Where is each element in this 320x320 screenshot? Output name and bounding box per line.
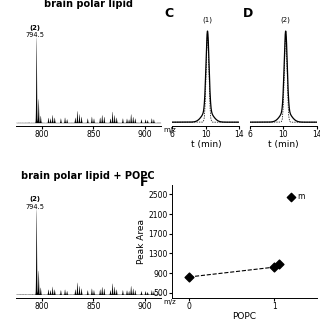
X-axis label: POPC: POPC: [233, 312, 257, 320]
Title: brain polar lipid + POPC: brain polar lipid + POPC: [21, 171, 155, 181]
Text: (2): (2): [30, 196, 41, 202]
Text: D: D: [243, 7, 253, 20]
Text: 794.5: 794.5: [26, 204, 44, 210]
Text: m: m: [297, 192, 305, 201]
X-axis label: t (min): t (min): [268, 140, 299, 149]
Text: F: F: [140, 176, 149, 188]
Point: [289, 194, 294, 199]
Text: m/z: m/z: [164, 299, 176, 305]
Point: [276, 262, 281, 267]
X-axis label: t (min): t (min): [190, 140, 221, 149]
Point: [272, 265, 277, 270]
Text: C: C: [164, 7, 173, 20]
Title: brain polar lipid: brain polar lipid: [44, 0, 133, 9]
Text: m/z: m/z: [164, 127, 176, 133]
Y-axis label: Peak Area: Peak Area: [137, 219, 146, 264]
Point: [187, 275, 192, 280]
Text: (1): (1): [203, 17, 212, 23]
Text: (2): (2): [30, 25, 41, 30]
Text: (2): (2): [281, 17, 291, 23]
Text: 794.5: 794.5: [26, 32, 44, 38]
